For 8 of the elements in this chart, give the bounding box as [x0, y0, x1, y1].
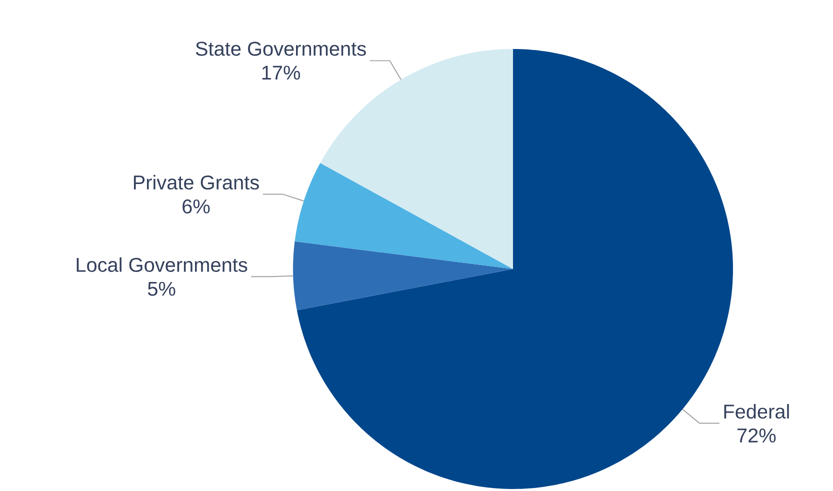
- data-label: 5%: [148, 282, 176, 296]
- slice-label: Federal: [724, 404, 789, 419]
- slice-label: State Governments: [196, 42, 366, 56]
- data-label: 6%: [182, 199, 210, 214]
- slice-label: Local Governments: [76, 257, 248, 272]
- data-label: 72%: [738, 428, 776, 442]
- slice-label: Private Grants: [134, 174, 259, 190]
- data-label: 17%: [262, 66, 300, 80]
